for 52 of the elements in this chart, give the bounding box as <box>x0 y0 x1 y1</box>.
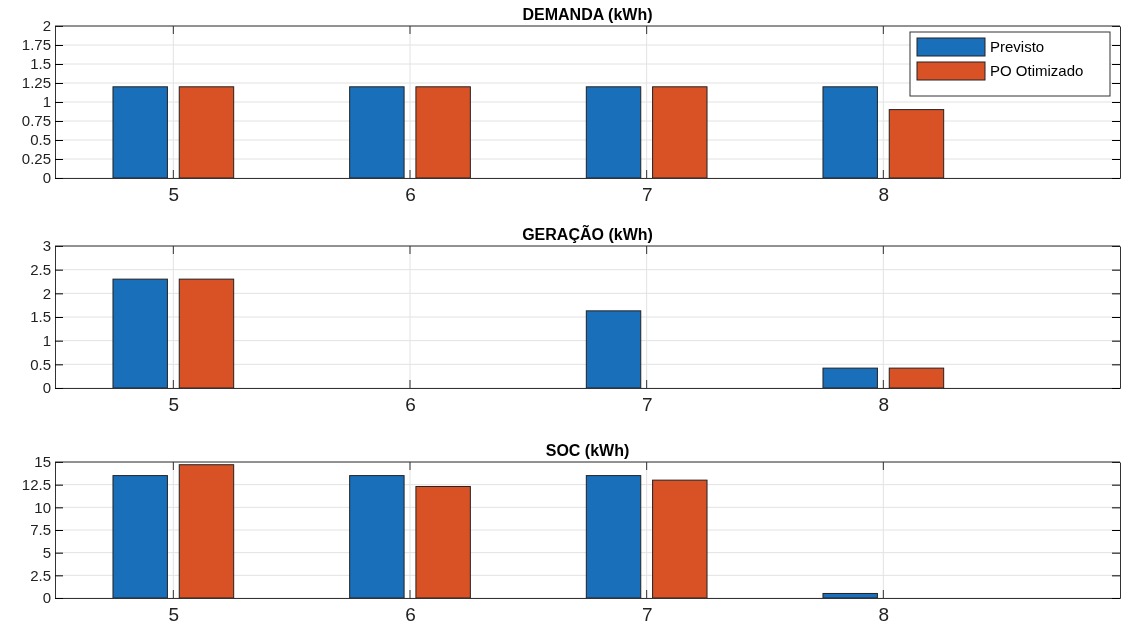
bar <box>822 367 878 389</box>
x-tick-label: 7 <box>641 184 653 206</box>
y-tick-label: 2.5 <box>30 260 51 278</box>
x-tick-label: 8 <box>878 604 890 626</box>
chart-title: SOC (kWh) <box>545 442 630 459</box>
y-tick-label: 2.5 <box>30 566 51 584</box>
x-tick-label: 7 <box>641 394 653 416</box>
y-tick-label: 0.25 <box>21 150 51 168</box>
y-tick-label: 5 <box>42 543 51 561</box>
y-tick-label: 0 <box>42 589 51 607</box>
bar <box>112 475 168 599</box>
bar <box>888 367 945 389</box>
y-tick-label: 1.75 <box>21 36 51 54</box>
y-tick-label: 0 <box>42 379 51 397</box>
y-tick-label: 7.5 <box>30 521 51 539</box>
bar <box>349 475 405 599</box>
y-tick-label: 0.5 <box>30 131 51 149</box>
chart-title: DEMANDA (kWh) <box>522 6 653 23</box>
x-tick-label: 6 <box>405 184 416 206</box>
y-tick-label: 0.75 <box>21 112 51 130</box>
chart-title: GERAÇÃO (kWh) <box>522 224 653 243</box>
y-tick-label: 0 <box>42 169 51 187</box>
x-tick-label: 8 <box>878 394 890 416</box>
y-tick-label: 0.5 <box>30 355 51 373</box>
y-tick-label: 3 <box>42 237 51 255</box>
bar <box>585 310 642 389</box>
y-tick-label: 1.5 <box>30 55 51 73</box>
bar <box>178 278 235 389</box>
y-tick-label: 10 <box>34 498 51 516</box>
bar <box>652 479 708 599</box>
bar <box>585 475 642 599</box>
x-tick-label: 5 <box>168 604 180 626</box>
y-tick-label: 12.5 <box>21 475 51 493</box>
y-tick-label: 15 <box>34 453 51 471</box>
x-tick-label: 8 <box>878 184 890 206</box>
y-tick-label: 1.25 <box>21 74 51 92</box>
legend-label: Previsto <box>990 38 1045 55</box>
y-tick-label: 1 <box>42 93 51 111</box>
x-tick-label: 6 <box>405 394 416 416</box>
legend-label: PO Otimizado <box>990 62 1084 79</box>
y-tick-label: 2 <box>42 284 51 302</box>
x-tick-label: 6 <box>405 604 416 626</box>
y-tick-label: 1 <box>42 331 51 349</box>
x-tick-label: 5 <box>168 184 180 206</box>
x-tick-label: 5 <box>168 394 180 416</box>
y-tick-label: 1.5 <box>30 308 51 326</box>
bar <box>178 464 235 599</box>
bar <box>415 485 471 599</box>
bar <box>822 592 878 599</box>
x-tick-label: 7 <box>641 604 653 626</box>
y-tick-label: 2 <box>42 17 51 35</box>
bar <box>112 278 168 389</box>
